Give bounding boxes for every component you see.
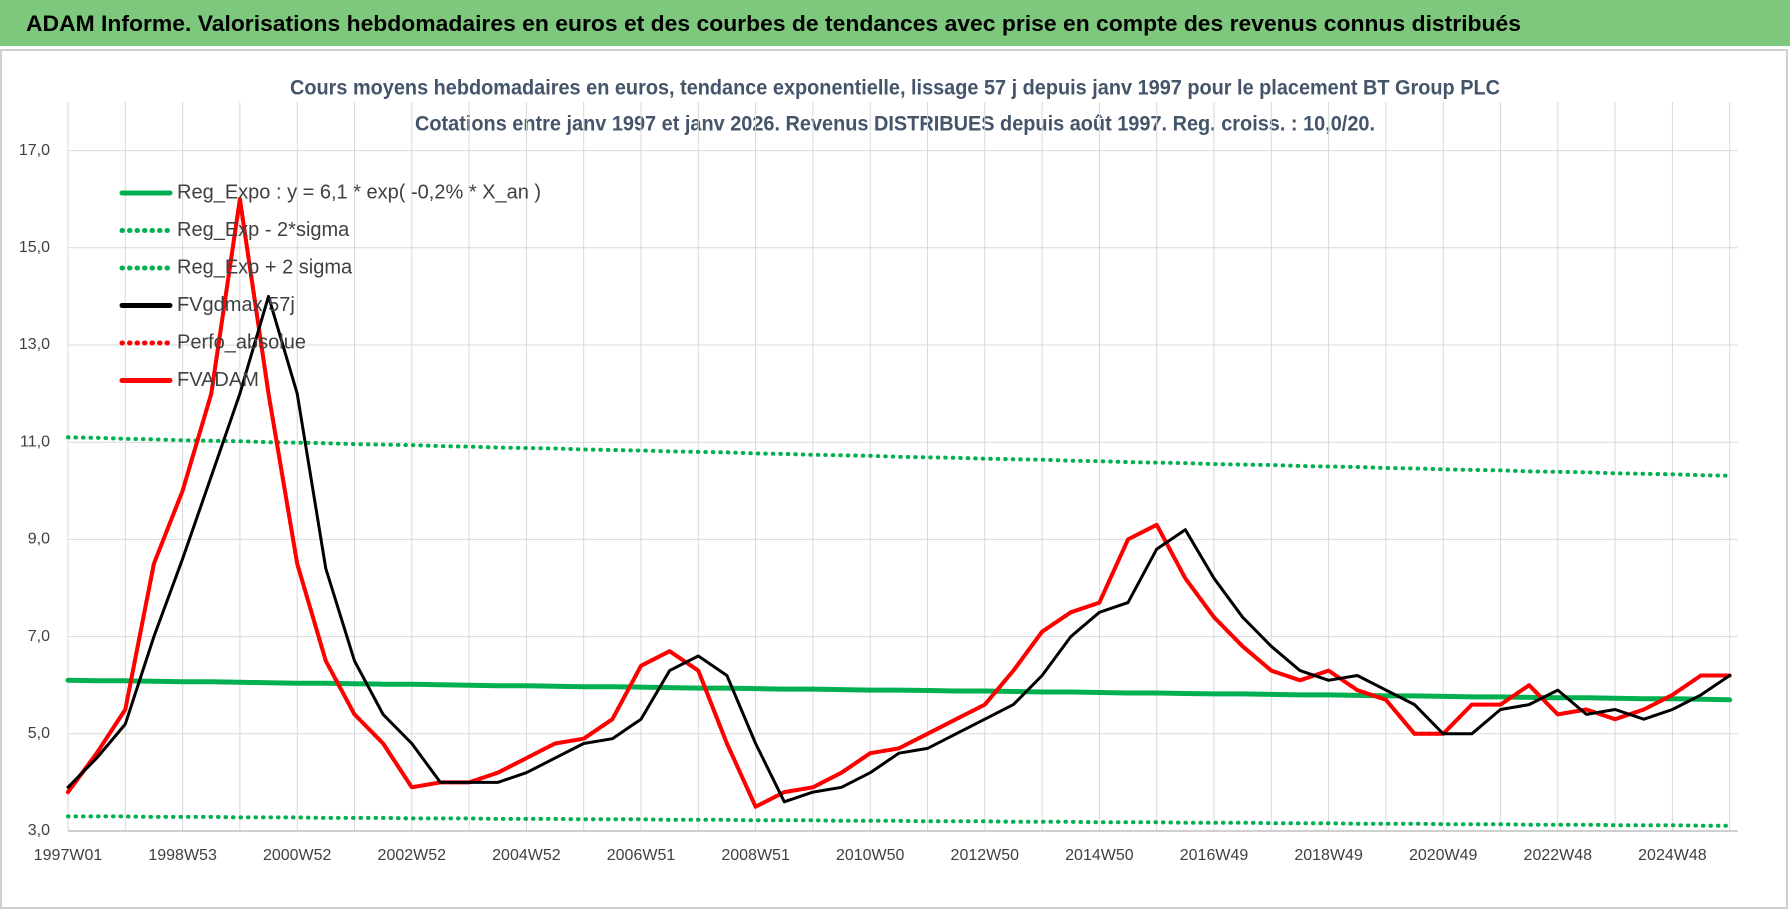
legend-label: FVgdmax 57j bbox=[177, 294, 295, 316]
legend-label: Reg_Expo : y = 6,1 * exp( -0,2% * X_an ) bbox=[177, 181, 541, 203]
chart-title: Cours moyens hebdomadaires en euros, ten… bbox=[290, 77, 1500, 100]
y-tick-label: 15,0 bbox=[19, 239, 50, 256]
x-tick-label: 2020W49 bbox=[1409, 847, 1478, 864]
y-tick-label: 7,0 bbox=[28, 628, 50, 645]
x-tick-label: 2000W52 bbox=[263, 847, 332, 864]
y-tick-label: 17,0 bbox=[19, 142, 50, 159]
series-line bbox=[65, 677, 1733, 703]
x-tick-label: 2004W52 bbox=[492, 847, 561, 864]
series-line bbox=[66, 435, 1732, 478]
header-bar bbox=[0, 0, 1790, 46]
x-tick-label: 2022W48 bbox=[1524, 847, 1593, 864]
x-tick-label: 2002W52 bbox=[378, 847, 447, 864]
x-tick-label: 2012W50 bbox=[951, 847, 1020, 864]
header-title: ADAM Informe. Valorisations hebdomadaire… bbox=[26, 11, 1521, 36]
series-line bbox=[66, 814, 1732, 828]
x-tick-label: 2010W50 bbox=[836, 847, 905, 864]
x-tick-label: 2008W51 bbox=[721, 847, 790, 864]
legend-label: Perfo_absolue bbox=[177, 331, 306, 353]
legend-label: Reg_Exp - 2*sigma bbox=[177, 219, 350, 241]
y-tick-label: 9,0 bbox=[28, 531, 50, 548]
x-tick-label: 2024W48 bbox=[1638, 847, 1707, 864]
y-tick-label: 13,0 bbox=[19, 336, 50, 353]
x-tick-label: 1998W53 bbox=[148, 847, 217, 864]
legend-label: FVADAM bbox=[177, 369, 259, 391]
series-line bbox=[66, 197, 1732, 809]
x-tick-label: 2018W49 bbox=[1294, 847, 1363, 864]
series-line bbox=[66, 197, 1732, 809]
series-line bbox=[66, 294, 1732, 804]
x-tick-label: 2016W49 bbox=[1180, 847, 1249, 864]
x-tick-label: 2014W50 bbox=[1065, 847, 1134, 864]
chart-subtitle: Cotations entre janv 1997 et janv 2026. … bbox=[415, 113, 1375, 136]
y-tick-label: 3,0 bbox=[28, 822, 50, 839]
x-tick-label: 1997W01 bbox=[34, 847, 103, 864]
y-tick-label: 5,0 bbox=[28, 725, 50, 742]
x-tick-label: 2006W51 bbox=[607, 847, 676, 864]
chart-frame bbox=[0, 49, 1788, 909]
y-tick-label: 11,0 bbox=[20, 433, 50, 450]
legend-label: Reg_Exp + 2 sigma bbox=[177, 256, 353, 278]
